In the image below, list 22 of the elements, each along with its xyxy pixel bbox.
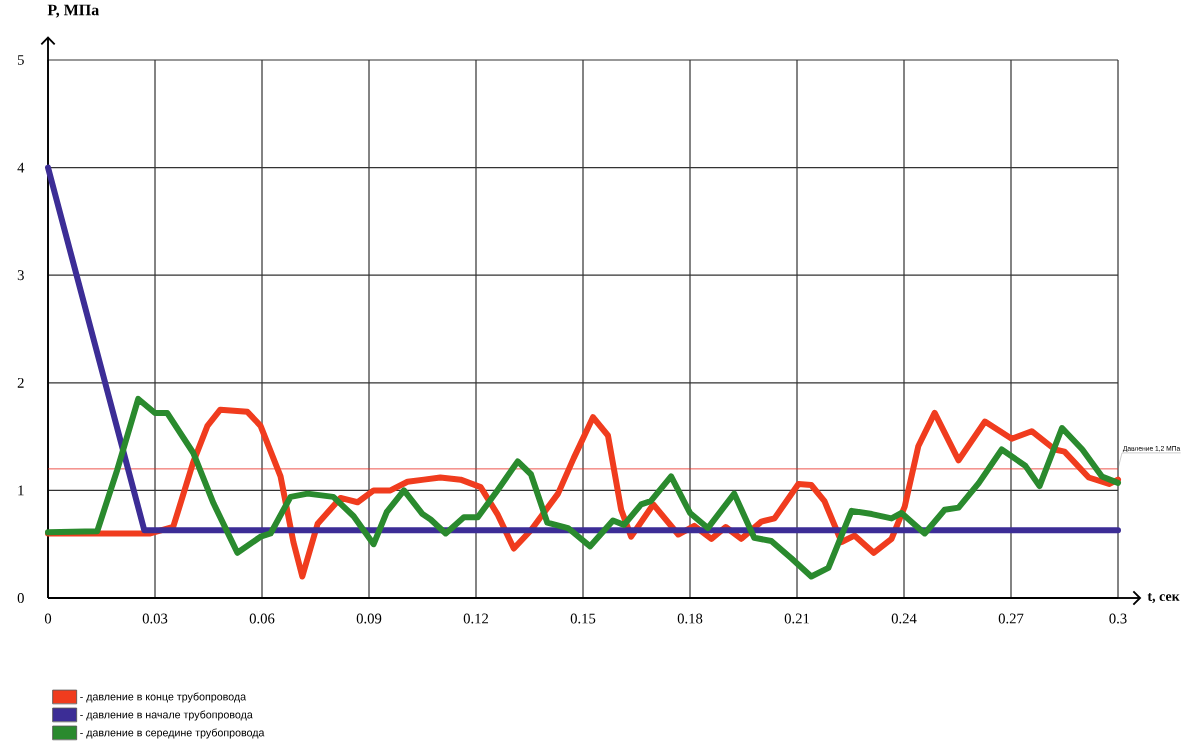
y-tick-label: 4 — [17, 162, 25, 173]
y-tick-label: 3 — [17, 270, 24, 281]
y-tick-label: 2 — [17, 377, 24, 388]
x-tick-label: 0.27 — [998, 613, 1024, 624]
x-axis-title: t, сек — [1147, 592, 1180, 604]
x-tick-label: 0.21 — [784, 613, 809, 624]
legend-label: - давление в середине трубопровода — [80, 728, 265, 739]
x-tick-label: 0.06 — [249, 613, 275, 624]
x-tick-label: 0.03 — [142, 613, 168, 624]
y-tick-label: 0 — [17, 593, 24, 603]
x-tick-label: 0.24 — [891, 613, 917, 624]
x-tick-label: 0.18 — [677, 613, 703, 624]
x-tick-label: 0.15 — [570, 613, 596, 624]
legend-label: - давление в начале трубопровода — [80, 710, 253, 721]
y-axis-title: P, МПа — [47, 4, 99, 18]
legend-label: - давление в конце трубопровода — [80, 692, 247, 703]
x-tick-label: 0 — [44, 613, 52, 624]
y-tick-label: 1 — [18, 485, 24, 496]
x-tick-label: 0.12 — [463, 613, 489, 624]
y-tick-label: 5 — [17, 55, 24, 65]
x-tick-label: 0.09 — [356, 613, 382, 624]
x-tick-label: 0.3 — [1109, 613, 1127, 624]
